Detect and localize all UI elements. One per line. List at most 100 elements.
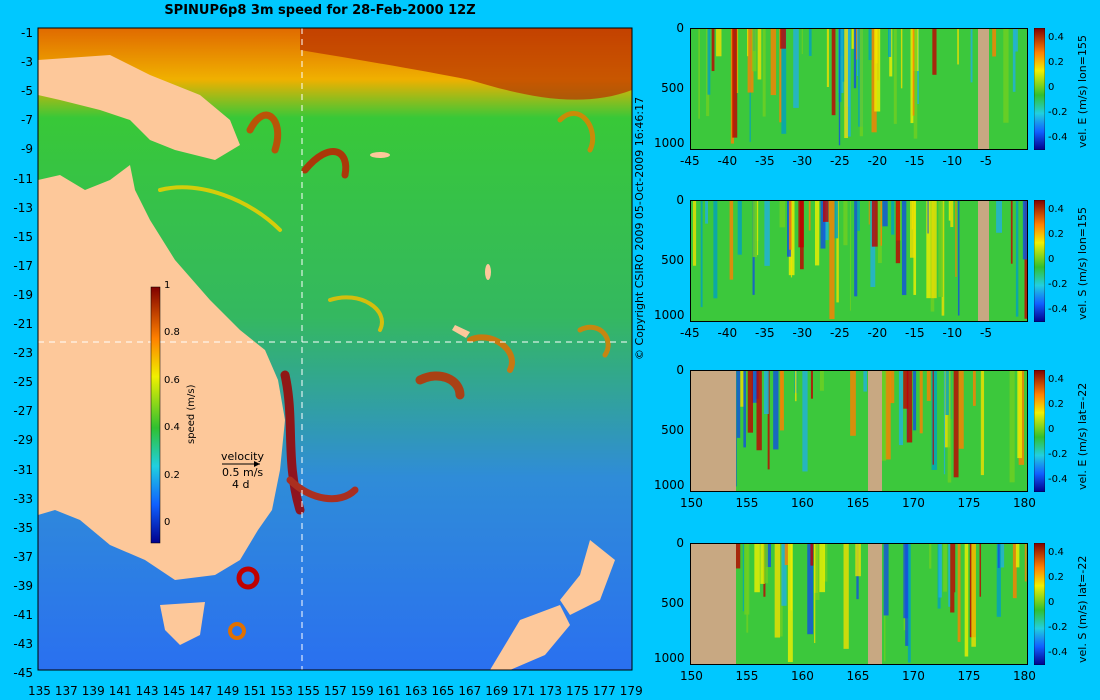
section-panel-label: vel. E (m/s) lat=-22 [1076,382,1089,490]
lon-tick-label: 169 [485,684,509,698]
velocity-legend-title: velocity [221,450,264,463]
new-zealand-south [490,605,570,670]
section-x-tick-label: -35 [755,154,775,168]
velocity-legend-speed: 0.5 m/s [222,466,264,479]
section-colorbar-tick: 0.4 [1048,32,1064,43]
map-title: SPINUP6p8 3m speed for 28-Feb-2000 12Z [164,3,476,18]
section-x-tick-label: -10 [942,326,963,340]
section-x-tick-label: -45 [680,154,700,168]
lat-tick-label: -37 [13,549,33,564]
section-x-tick-label: -40 [717,154,738,168]
depth-tick-label: 0 [676,193,684,207]
lon-tick-label: 155 [297,684,320,698]
new-zealand-north [560,540,615,615]
section-colorbar-tick: -0.4 [1048,474,1068,485]
lon-tick-label: 137 [54,684,78,698]
lon-tick-label: 135 [28,684,51,698]
new-guinea [38,55,240,160]
section-x-tick-label: -25 [830,326,850,340]
speed-colorbar-tick: 0.2 [164,469,180,481]
section-panel-label: vel. S (m/s) lat=-22 [1076,555,1089,663]
lon-tick-label: 171 [512,684,536,698]
section-colorbar [1034,200,1045,322]
depth-tick-label: 1000 [654,308,685,322]
section-colorbar-tick: -0.2 [1048,279,1068,290]
section-colorbar-tick: 0.2 [1048,57,1064,68]
section-x-tick-label: 165 [846,496,870,510]
section-colorbar-tick: 0.4 [1048,547,1064,558]
section-x-tick-label: 160 [791,669,814,683]
speed-colorbar-tick: 0.6 [164,374,180,386]
section-plot-2 [690,200,1028,322]
section-colorbar-tick: 0 [1048,597,1055,608]
lon-tick-label: 173 [539,684,562,698]
section-x-tick-label: 175 [957,669,981,683]
lon-tick-label: 161 [377,684,401,698]
lat-tick-label: -39 [13,578,33,593]
lon-tick-label: 167 [458,684,482,698]
lat-tick-label: -13 [13,200,33,215]
lon-tick-label: 175 [566,684,589,698]
lat-tick-label: -17 [13,258,33,273]
depth-tick-label: 0 [676,536,684,550]
lat-tick-label: -35 [13,520,33,535]
depth-tick-label: 0 [676,21,684,35]
section-x-tick-label: -30 [792,326,813,340]
lat-tick-label: -3 [21,55,33,70]
depth-tick-label: 500 [661,252,684,267]
section-x-tick-label: 170 [902,669,925,683]
australia [38,165,285,580]
section-x-tick-label: -30 [792,154,813,168]
section-x-tick-label: 175 [957,496,981,510]
section-x-tick-label: -45 [680,326,700,340]
section-x-tick-label: -15 [905,326,925,340]
section-x-tick-label: 160 [791,496,814,510]
speed-colorbar [150,286,161,544]
new-caledonia [452,325,470,338]
speed-map [37,27,633,671]
lat-tick-label: -15 [13,229,33,244]
speed-colorbar-label: speed (m/s) [186,384,197,444]
speed-colorbar-tick: 0 [164,517,171,529]
lat-tick-label: -29 [13,433,33,448]
section-x-tick-label: -20 [867,326,888,340]
speed-colorbar-tick: 1 [164,280,171,291]
lat-tick-label: -31 [13,462,33,477]
lat-tick-label: -7 [21,113,33,128]
section-x-tick-label: -20 [867,154,888,168]
section-plot-4 [690,543,1028,665]
section-colorbar-tick: -0.4 [1048,132,1068,143]
section-colorbar-tick: 0 [1048,254,1055,265]
section-x-tick-label: 150 [680,669,703,683]
lon-tick-label: 157 [323,684,347,698]
section-plot-3 [690,370,1028,492]
lat-tick-label: -33 [13,491,33,506]
lat-tick-label: -41 [13,608,33,622]
lon-tick-label: 145 [162,684,186,698]
tasmania [160,602,205,645]
velocity-legend-duration: 4 d [232,478,250,491]
section-x-tick-label: -10 [942,154,963,168]
section-colorbar-tick: -0.2 [1048,622,1068,633]
lat-tick-label: -5 [21,84,33,99]
section-x-tick-label: 155 [735,496,759,510]
section-colorbar-tick: 0 [1048,424,1055,435]
section-x-tick-label: 180 [1013,669,1036,683]
section-x-tick-label: -15 [905,154,925,168]
depth-tick-label: 500 [661,595,684,610]
depth-tick-label: 500 [661,422,684,437]
speed-colorbar-tick: 0.4 [164,422,180,434]
section-x-tick-label: -25 [830,154,850,168]
lat-tick-label: -27 [13,404,33,419]
section-colorbar [1034,543,1045,665]
depth-tick-label: 500 [661,80,684,95]
lat-tick-label: -1 [21,26,33,40]
section-colorbar-tick: 0.2 [1048,399,1064,410]
lat-tick-label: -25 [13,375,33,390]
section-x-tick-label: 170 [902,496,925,510]
lon-tick-label: 153 [270,684,293,698]
section-x-tick-label: 165 [846,669,870,683]
section-colorbar-tick: 0 [1048,82,1055,93]
depth-tick-label: 1000 [654,136,685,150]
section-colorbar [1034,28,1045,150]
